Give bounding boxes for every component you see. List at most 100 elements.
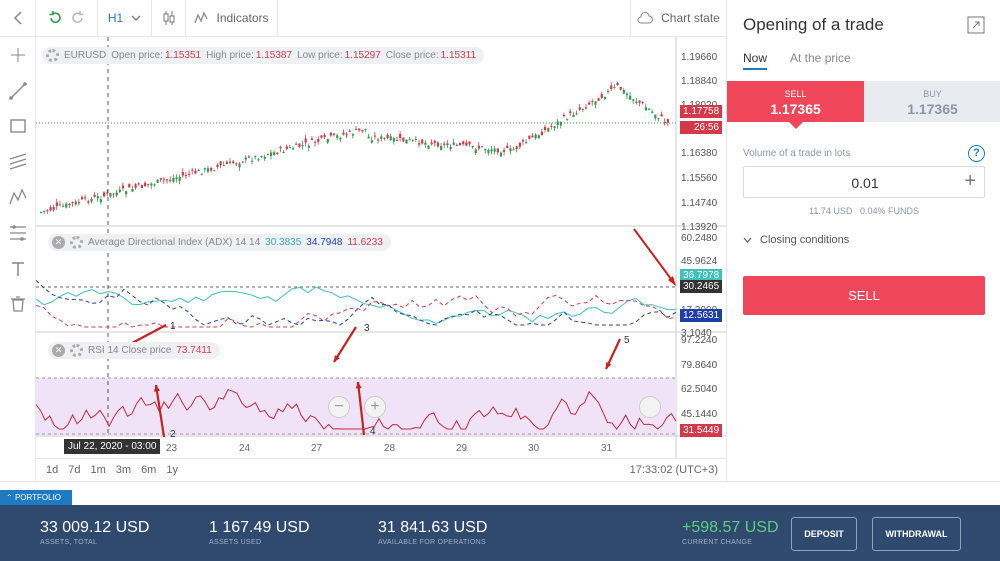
undo-icon[interactable]: [48, 11, 62, 25]
candle-body: [430, 142, 433, 145]
period-1d[interactable]: 1d: [46, 464, 59, 476]
candle-body: [446, 143, 449, 146]
date-label: 29: [456, 443, 468, 454]
candle-body: [537, 135, 540, 139]
candle-body: [414, 138, 418, 140]
assets-used-value: 1 167.49 USD: [209, 519, 310, 536]
annotation-label: 5: [624, 335, 630, 346]
closing-conditions-label: Closing conditions: [760, 234, 850, 246]
close-label: Close price:: [385, 50, 439, 61]
adx-value-3: 11.6233: [347, 237, 383, 248]
candle-body: [77, 202, 80, 204]
chart-state-button[interactable]: Chart state: [630, 0, 726, 37]
zoom-in-button[interactable]: +: [364, 396, 386, 418]
price-tick-label: 1.13920: [681, 222, 718, 233]
adx-tick-label: 45.9624: [681, 256, 718, 267]
fibonacci-icon[interactable]: [8, 223, 28, 243]
portfolio-tab[interactable]: ⌃ PORTFOLIO: [0, 490, 72, 506]
portfolio-strip: ⌃ PORTFOLIO: [0, 481, 1000, 506]
period-1y[interactable]: 1y: [166, 464, 178, 476]
candle-body: [181, 172, 184, 176]
gear-icon[interactable]: [46, 49, 59, 62]
redo-icon[interactable]: [71, 11, 85, 25]
candle-body: [641, 102, 644, 104]
collapse-icon[interactable]: [967, 16, 985, 34]
candle-body: [392, 138, 395, 142]
chart-type-button[interactable]: [152, 0, 186, 37]
channel-icon[interactable]: [8, 151, 28, 171]
chart-area[interactable]: 1.196601.188401.180201.163801.155601.147…: [36, 37, 726, 481]
tab-at-the-price[interactable]: At the price: [790, 51, 851, 65]
candle-body: [477, 145, 481, 149]
candle-body: [49, 207, 52, 211]
plus-icon[interactable]: +: [964, 170, 976, 192]
candle-body: [206, 168, 210, 172]
candle-body: [405, 139, 408, 144]
buy-quote[interactable]: BUY 1.17365: [864, 81, 1000, 122]
candle-body: [638, 100, 641, 103]
candle-body: [137, 183, 140, 185]
gear-icon[interactable]: [70, 344, 83, 357]
candle-body: [440, 146, 443, 150]
close-icon[interactable]: ✕: [52, 344, 65, 357]
candle-body: [71, 201, 74, 204]
closing-conditions-toggle[interactable]: Closing conditions: [743, 234, 849, 246]
candle-body: [458, 143, 462, 146]
rectangle-icon[interactable]: [8, 116, 28, 136]
period-3m[interactable]: 3m: [115, 464, 132, 476]
candle-body: [361, 129, 364, 132]
annotation-arrowhead: [668, 276, 676, 286]
zoom-out-button[interactable]: −: [328, 396, 350, 418]
candle-body: [607, 91, 610, 93]
back-button[interactable]: [0, 0, 36, 37]
adx-tag-3: 12.5631: [680, 309, 722, 322]
annotation-arrow: [154, 384, 166, 438]
trend-line-icon[interactable]: [8, 81, 28, 101]
candle-body: [332, 133, 336, 135]
candle-body: [484, 149, 487, 151]
candle-body: [462, 141, 465, 145]
candle-body: [471, 146, 474, 148]
volume-input[interactable]: 0.01 +: [743, 166, 985, 198]
candle-body: [427, 145, 430, 149]
period-7d[interactable]: 7d: [68, 464, 81, 476]
tab-now[interactable]: Now: [743, 51, 768, 70]
candle-body: [465, 142, 468, 146]
trash-icon[interactable]: [8, 294, 28, 314]
gear-icon[interactable]: [70, 236, 83, 249]
candle-body: [625, 93, 629, 96]
period-1m[interactable]: 1m: [90, 464, 106, 476]
price-tick-label: 1.19660: [681, 52, 718, 63]
candle-body: [528, 135, 531, 139]
assets-total-label: ASSETS, TOTAL: [40, 539, 98, 546]
candle-body: [93, 194, 96, 197]
chart-canvas[interactable]: 1.196601.188401.180201.163801.155601.147…: [36, 37, 726, 458]
portfolio-label: PORTFOLIO: [14, 493, 62, 502]
crosshair-icon[interactable]: [8, 45, 28, 65]
candle-body: [418, 143, 421, 145]
candle-body: [247, 156, 251, 158]
current-change-label: CURRENT CHANGE: [682, 539, 753, 546]
text-tool-icon[interactable]: [8, 259, 28, 279]
candle-body: [323, 135, 326, 137]
period-6m[interactable]: 6m: [141, 464, 157, 476]
sell-button[interactable]: SELL: [743, 276, 985, 315]
cloud-icon: [637, 12, 654, 24]
scroll-to-end-button[interactable]: [639, 396, 661, 418]
deposit-button[interactable]: DEPOSIT: [791, 517, 857, 551]
help-icon[interactable]: ?: [968, 145, 985, 162]
candle-body: [263, 156, 266, 159]
timeframe-select[interactable]: H1: [98, 0, 152, 37]
candle-body: [184, 175, 188, 177]
indicators-button[interactable]: Indicators: [186, 0, 278, 37]
candle-body: [43, 210, 46, 212]
pattern-icon[interactable]: [8, 187, 28, 207]
sell-quote[interactable]: SELL 1.17365: [727, 81, 864, 122]
close-icon[interactable]: ✕: [52, 236, 65, 249]
candlestick-icon: [163, 11, 174, 25]
withdrawal-button[interactable]: WITHDRAWAL: [872, 517, 961, 551]
candle-body: [238, 163, 241, 168]
candle-body: [389, 136, 392, 141]
candle-body: [559, 121, 562, 126]
candle-body: [131, 188, 134, 192]
